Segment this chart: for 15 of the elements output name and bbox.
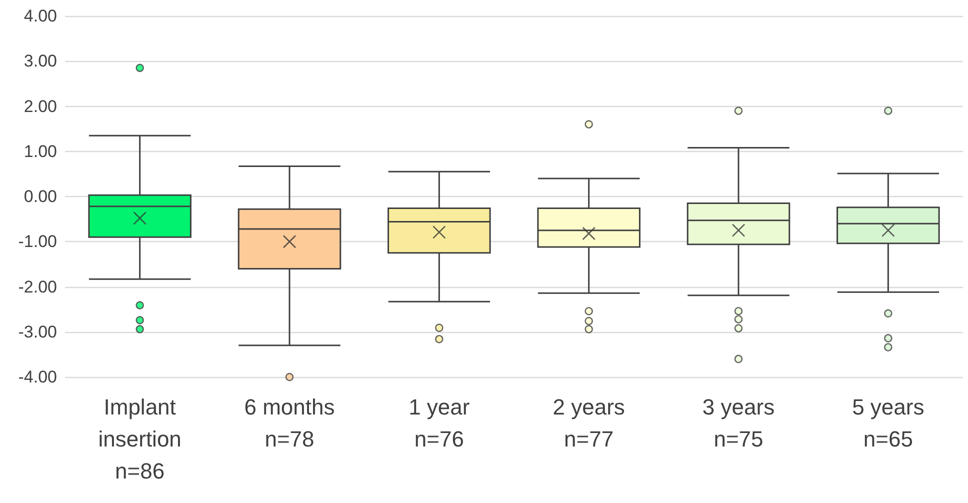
- x-tick-label: Implant insertion n=86: [98, 394, 182, 484]
- x-tick-label: 3 years n=75: [702, 394, 775, 452]
- x-tick-label: 2 years n=77: [552, 394, 625, 452]
- x-tick-label: 6 months n=78: [244, 394, 335, 452]
- y-tick-label: -2.00: [18, 277, 57, 296]
- y-tick-label: 1.00: [24, 142, 57, 161]
- y-tick-label: -1.00: [18, 232, 57, 252]
- x-tick-label: 5 years n=65: [852, 394, 924, 452]
- y-tick-label: 2.00: [24, 96, 57, 116]
- y-tick-label: -3.00: [18, 322, 57, 342]
- x-tick-label: 1 year n=76: [408, 394, 470, 452]
- y-tick-label: -4.00: [18, 368, 57, 386]
- y-tick-label: 4.00: [24, 6, 57, 26]
- y-tick-label: 0.00: [24, 187, 57, 206]
- y-tick-label: 3.00: [24, 52, 57, 71]
